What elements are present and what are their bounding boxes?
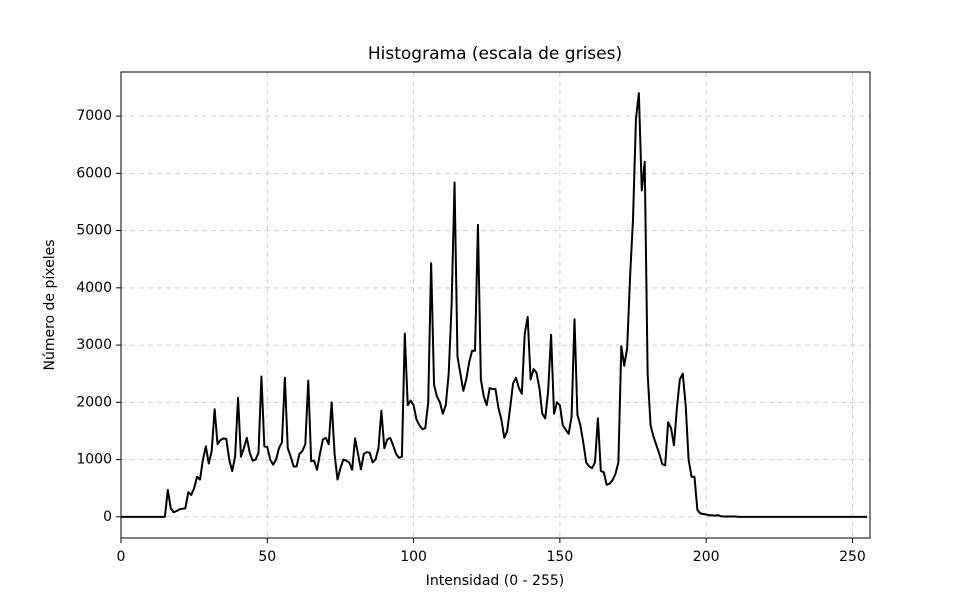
- y-tick-label: 6000: [76, 165, 112, 181]
- y-axis-label: Número de píxeles: [42, 239, 58, 370]
- y-tick-label: 5000: [76, 223, 112, 239]
- plot-frame: [120, 71, 871, 539]
- y-tick-label: 1000: [76, 452, 112, 468]
- x-tick-label: 50: [258, 549, 276, 565]
- y-tick-label: 3000: [76, 337, 112, 353]
- y-tick-label: 2000: [76, 394, 112, 410]
- x-tick-label: 150: [547, 549, 574, 565]
- y-tick-label: 4000: [76, 280, 112, 296]
- data-line: [121, 92, 868, 518]
- chart-title: Histograma (escala de grises): [368, 44, 622, 64]
- x-tick-label: 200: [693, 549, 720, 565]
- x-axis-label: Intensidad (0 - 255): [426, 573, 564, 589]
- x-tick-label: 0: [117, 549, 126, 565]
- x-tick-label: 100: [400, 549, 427, 565]
- y-tick-label: 0: [103, 509, 112, 525]
- y-tick-label: 7000: [76, 108, 112, 124]
- x-tick-label: 250: [839, 549, 866, 565]
